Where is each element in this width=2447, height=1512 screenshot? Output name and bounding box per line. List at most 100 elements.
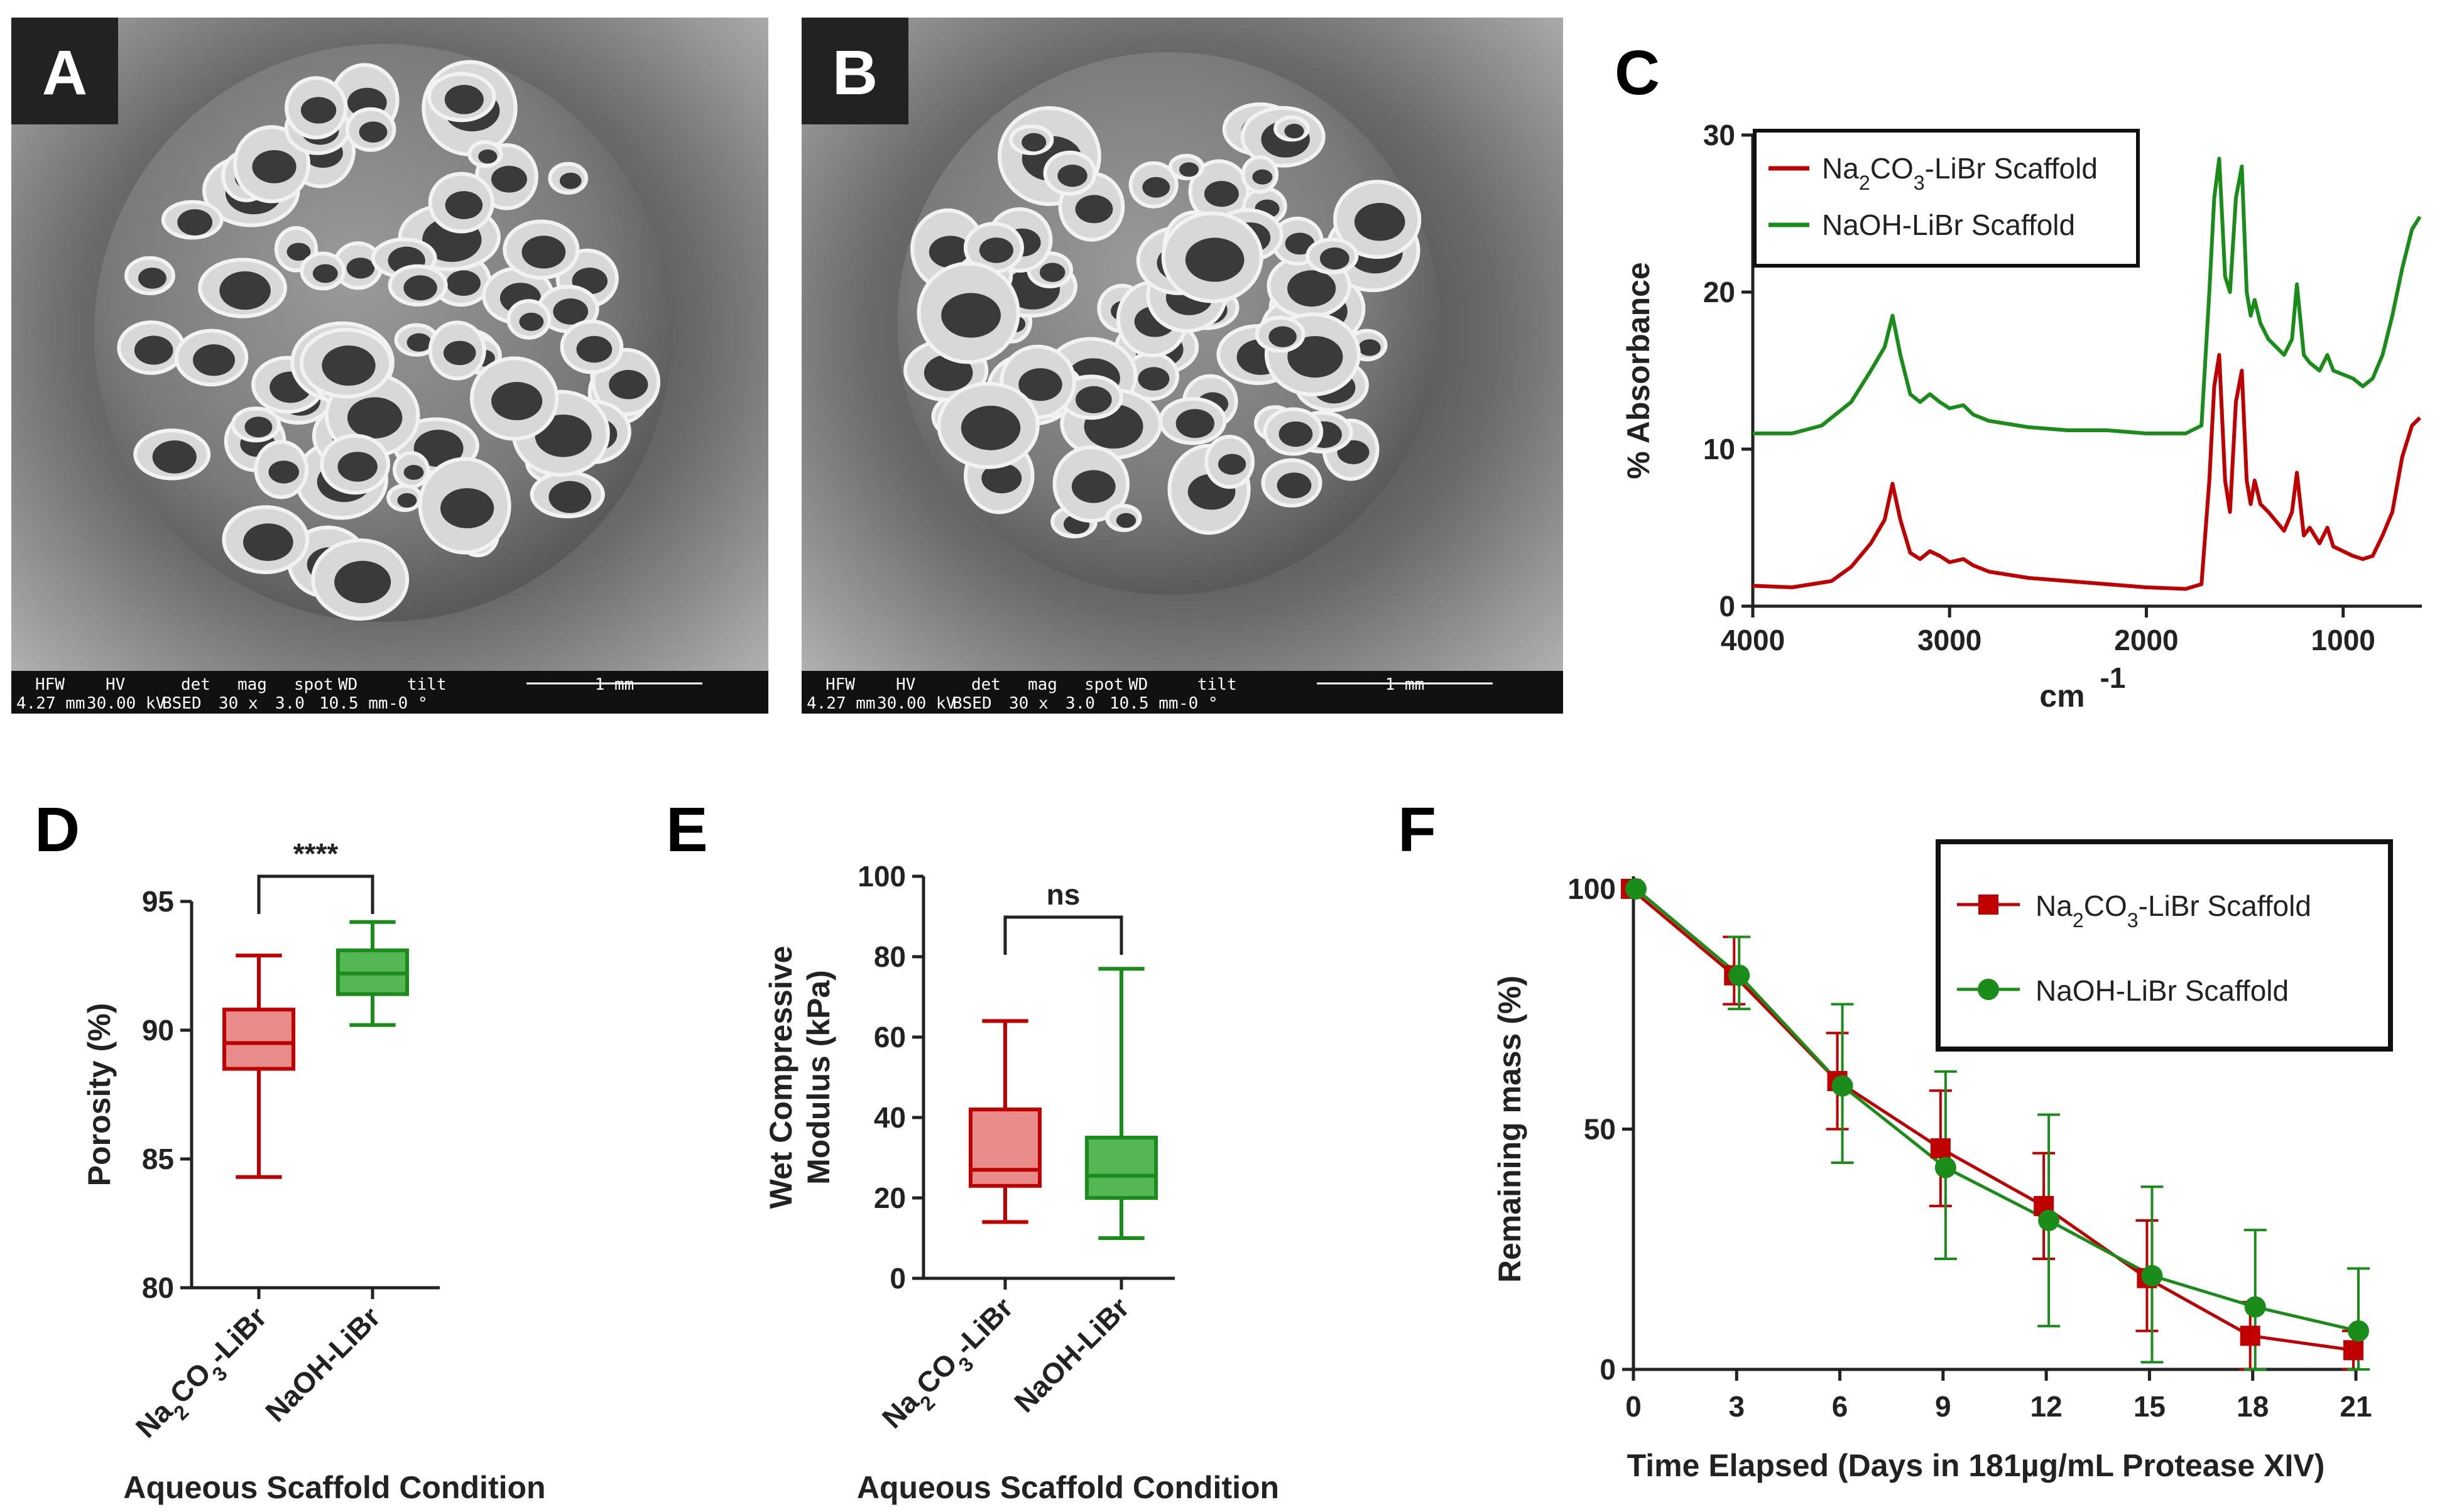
scaffold-pore bbox=[312, 264, 338, 283]
panel-letter-a: A bbox=[42, 38, 87, 108]
legend-label: NaOH-LiBr Scaffold bbox=[2036, 974, 2289, 1007]
x-axis-label: cm bbox=[2039, 678, 2085, 714]
sem-bar-header: mag bbox=[1028, 675, 1057, 694]
x-tick-label: 0 bbox=[1625, 1390, 1642, 1423]
scaffold-pore bbox=[177, 209, 213, 236]
scaffold-pore bbox=[406, 333, 432, 352]
legend-label: Na2CO3-LiBr Scaffold bbox=[1822, 152, 2098, 194]
scaffold-pore bbox=[924, 354, 973, 391]
data-point-circle bbox=[1728, 964, 1750, 986]
x-category-label: Na2CO3-LiBr bbox=[876, 1291, 1026, 1441]
y-tick-label: 0 bbox=[1719, 590, 1735, 623]
significance-label: ns bbox=[1047, 878, 1081, 911]
x-axis-label: Aqueous Scaffold Condition bbox=[857, 1470, 1279, 1505]
scaffold-pore bbox=[413, 430, 464, 467]
data-point-circle bbox=[1625, 878, 1647, 900]
box-iqr bbox=[222, 1008, 295, 1071]
x-tick-label: 4000 bbox=[1721, 624, 1785, 656]
scaffold-pore bbox=[300, 97, 337, 124]
sem-scale-label: 1 mm bbox=[1385, 675, 1425, 694]
scaffold-pore bbox=[535, 414, 592, 457]
scaffold-pore bbox=[445, 191, 483, 219]
sem-bar-header: mag bbox=[237, 675, 267, 694]
sem-bar-value: 30 x bbox=[1009, 694, 1049, 713]
scaffold-pore bbox=[548, 481, 592, 513]
scaffold-pore bbox=[979, 237, 1013, 263]
scaffold-pore bbox=[1116, 513, 1136, 528]
y-tick-label: 100 bbox=[858, 860, 906, 893]
scaffold-pore bbox=[519, 312, 544, 331]
scaffold-pore bbox=[1268, 326, 1297, 347]
sem-bar-header: det bbox=[971, 675, 1001, 694]
sem-bar-value: -0 ° bbox=[388, 694, 428, 713]
scaffold-pore bbox=[941, 293, 1001, 338]
sem-bar-value: 30.00 kV bbox=[877, 694, 956, 713]
sem-bar-value: 3.0 bbox=[275, 694, 305, 713]
x-category-label: NaOH-LiBr bbox=[259, 1300, 386, 1428]
chart-c-ftir: 0 10 20 30 4000 3000 2000 1000 cm -1 % Absorbance N… bbox=[1621, 119, 2422, 714]
y-tick-label: 0 bbox=[1600, 1353, 1616, 1386]
y-axis-label: Remaining mass (%) bbox=[1492, 976, 1527, 1283]
sem-bar-header: tilt bbox=[407, 675, 447, 694]
legend-box bbox=[1753, 129, 2140, 268]
scaffold-pore bbox=[252, 150, 297, 183]
scaffold-pore bbox=[1018, 368, 1062, 401]
scaffold-pore bbox=[1319, 247, 1349, 270]
x-tick-label: 9 bbox=[1935, 1390, 1951, 1423]
scaffold-pore bbox=[134, 335, 173, 365]
legend-swatch-marker bbox=[1978, 979, 1999, 1000]
scaffold-pore bbox=[444, 85, 484, 114]
scaffold-pore bbox=[1358, 339, 1381, 356]
sem-bar-header: spot bbox=[1084, 675, 1124, 694]
sem-bar-background bbox=[802, 671, 1563, 714]
scaffold-pore bbox=[521, 236, 566, 269]
panel-letter-box bbox=[11, 18, 118, 124]
x-tick-label: 21 bbox=[2340, 1390, 2372, 1423]
sem-bar-value: 10.5 mm bbox=[1109, 694, 1179, 713]
scaffold-pore bbox=[219, 271, 271, 310]
scaffold-pore bbox=[337, 452, 378, 482]
y-tick-label: 30 bbox=[1703, 119, 1735, 151]
scaffold-pore bbox=[1252, 169, 1273, 185]
scaffold-a bbox=[94, 44, 672, 622]
x-tick-label: 6 bbox=[1832, 1390, 1848, 1423]
scaffold-pore bbox=[1278, 421, 1313, 447]
scaffold-pore bbox=[193, 344, 235, 376]
sem-bar-value: 10.5 mm bbox=[319, 694, 388, 713]
sem-bar-value: 30 x bbox=[219, 694, 258, 713]
series-line-2 bbox=[1753, 156, 2422, 435]
legend-box bbox=[1936, 839, 2393, 1052]
y-tick-label: 60 bbox=[874, 1021, 906, 1053]
y-tick-label: 50 bbox=[1584, 1113, 1616, 1146]
y-tick-label: 85 bbox=[142, 1143, 174, 1175]
y-axis-label: Porosity (%) bbox=[82, 1003, 117, 1187]
scaffold-pore bbox=[403, 275, 437, 301]
scaffold-pore bbox=[981, 463, 1022, 494]
sem-bar-header: HFW bbox=[826, 675, 855, 694]
scaffold-pore bbox=[553, 298, 589, 325]
scaffold-pore bbox=[1039, 263, 1065, 282]
y-tick-label: 95 bbox=[142, 885, 174, 918]
y-axis-label-line: Wet Compressive bbox=[763, 946, 798, 1209]
scaffold-pore bbox=[244, 416, 273, 438]
panel-letter-c: C bbox=[1615, 38, 1660, 108]
scaffold-pore bbox=[1185, 237, 1245, 282]
legend-label: Na2CO3-LiBr Scaffold bbox=[2036, 889, 2311, 932]
data-point-circle bbox=[2141, 1265, 2163, 1286]
x-axis-label: Aqueous Scaffold Condition bbox=[123, 1470, 545, 1505]
x-category-label: NaOH-LiBr bbox=[1008, 1291, 1135, 1418]
series-line-1 bbox=[1752, 353, 2422, 591]
scaffold-pore bbox=[1138, 367, 1170, 391]
series-line-2 bbox=[1635, 888, 2359, 1333]
series-line-1 bbox=[1630, 888, 2354, 1352]
panel-letter-d: D bbox=[35, 795, 80, 865]
box-iqr bbox=[1085, 1136, 1158, 1200]
y-tick-label: 80 bbox=[874, 940, 906, 973]
y-tick-label: 0 bbox=[890, 1262, 906, 1295]
